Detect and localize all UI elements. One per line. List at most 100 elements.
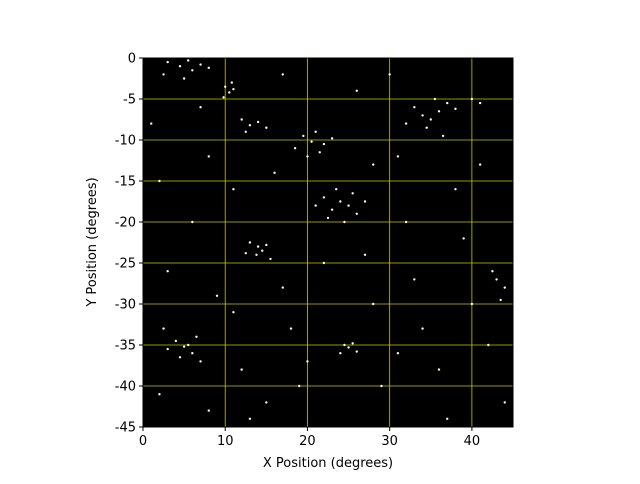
star-point: [256, 120, 260, 124]
star-point: [191, 352, 194, 355]
star-point: [191, 220, 194, 224]
star-point: [244, 251, 247, 255]
star-point: [339, 352, 342, 355]
star-point: [158, 179, 161, 183]
star-point: [372, 163, 375, 166]
star-point: [404, 122, 408, 125]
y-tick-label: -40: [115, 380, 136, 395]
star-point: [199, 106, 202, 109]
star-point: [265, 243, 268, 247]
star-point: [322, 261, 326, 265]
star-point: [265, 401, 268, 404]
y-tick-label: -5: [123, 93, 136, 108]
star-point: [355, 212, 358, 215]
star-point: [437, 368, 441, 371]
star-point: [191, 69, 194, 72]
star-point: [380, 384, 383, 388]
star-point: [256, 245, 260, 248]
star-point: [343, 343, 346, 347]
star-point: [310, 140, 313, 143]
star-point: [182, 77, 186, 80]
star-point: [228, 91, 231, 94]
star-point: [281, 286, 284, 289]
star-point: [454, 107, 457, 111]
star-point: [174, 339, 178, 343]
star-point: [462, 237, 465, 240]
star-point: [166, 347, 169, 351]
star-point: [178, 65, 182, 68]
star-point: [470, 302, 474, 306]
y-tick-label: -20: [115, 216, 136, 231]
star-point: [318, 151, 321, 154]
star-point: [446, 417, 449, 420]
x-tick-label: 20: [299, 434, 316, 449]
star-point: [351, 342, 354, 345]
star-point: [302, 134, 305, 138]
star-point: [215, 294, 219, 297]
star-point: [351, 192, 354, 195]
star-point: [478, 163, 482, 166]
star-point: [330, 208, 334, 211]
star-point: [255, 253, 258, 256]
star-point: [269, 257, 272, 261]
star-point: [306, 360, 309, 363]
star-point: [396, 155, 400, 158]
star-point: [326, 216, 330, 220]
star-point: [158, 393, 161, 396]
y-axis-label: Y Position (degrees): [85, 177, 100, 307]
axes-frame: [142, 57, 514, 428]
star-point: [495, 278, 498, 281]
star-point: [421, 114, 424, 117]
star-point: [388, 73, 391, 76]
star-point: [166, 60, 169, 64]
plot-area: [143, 58, 513, 427]
star-point: [314, 204, 317, 207]
star-point: [298, 384, 301, 388]
star-point: [244, 130, 247, 133]
y-tick-label: -45: [115, 421, 136, 436]
star-point: [413, 106, 416, 109]
star-point: [240, 368, 243, 371]
star-point: [491, 270, 494, 273]
star-point: [429, 118, 432, 121]
star-point: [355, 89, 358, 93]
star-point: [222, 96, 225, 99]
y-tick-label: 0: [128, 52, 136, 67]
star-point: [166, 270, 169, 273]
star-point: [421, 327, 424, 330]
star-point: [195, 335, 198, 338]
star-point: [261, 249, 264, 252]
star-point: [281, 73, 284, 76]
star-point: [248, 241, 252, 244]
star-point: [339, 200, 342, 203]
star-point: [207, 66, 210, 70]
star-point: [207, 409, 210, 412]
star-point: [293, 147, 297, 150]
star-point: [499, 298, 502, 302]
x-tick-label: 0: [139, 434, 147, 449]
star-point: [441, 134, 445, 138]
star-point: [396, 352, 400, 355]
star-point: [503, 286, 506, 289]
star-point: [187, 343, 190, 347]
star-point: [199, 63, 202, 66]
star-point: [433, 97, 437, 101]
y-tick-label: -15: [115, 175, 136, 190]
star-point: [343, 220, 346, 224]
star-point: [289, 327, 293, 330]
star-point: [347, 346, 350, 349]
star-point: [425, 126, 428, 129]
star-point: [187, 59, 190, 62]
y-tick-label: -25: [115, 257, 136, 272]
y-tick-label: -30: [115, 298, 136, 313]
star-point: [199, 360, 202, 363]
star-point: [478, 101, 482, 105]
star-point: [355, 350, 358, 353]
star-point: [248, 417, 252, 420]
star-point: [248, 124, 252, 127]
star-point: [404, 220, 408, 224]
star-point: [503, 401, 506, 404]
star-point: [240, 118, 243, 121]
star-point: [446, 101, 449, 105]
